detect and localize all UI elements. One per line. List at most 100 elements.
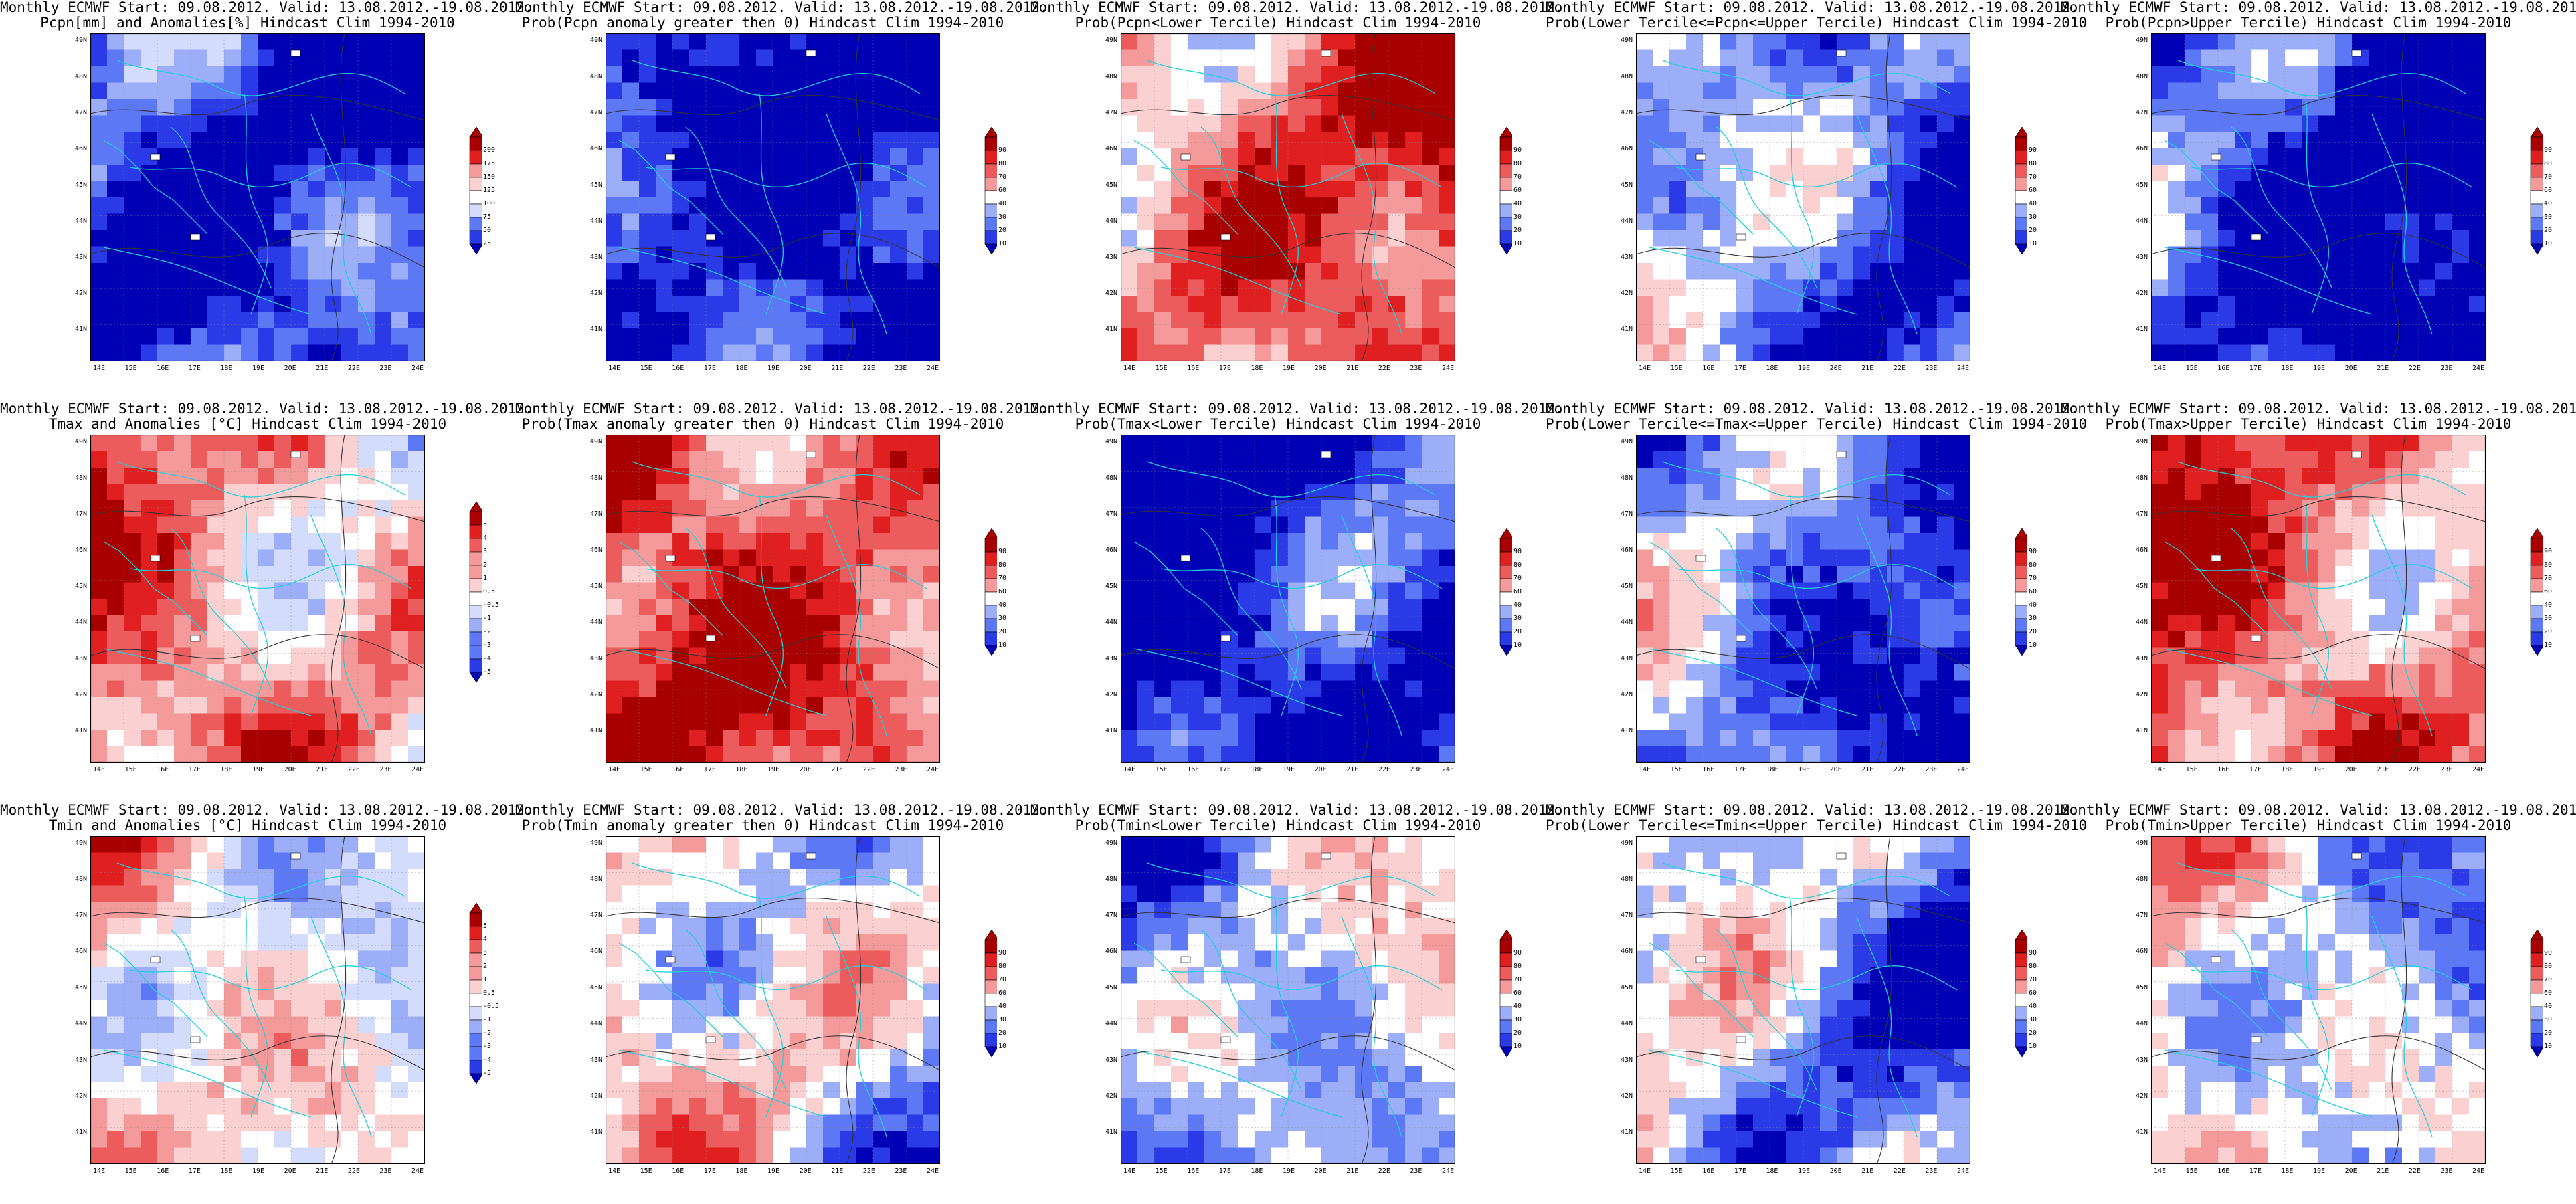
- color-bar-tick-label: 75: [483, 213, 492, 221]
- panel-title: Monthly ECMWF Start: 09.08.2012. Valid: …: [515, 401, 1048, 432]
- color-bar-tick-label: 3: [483, 949, 488, 957]
- color-bar-tick-label: 20: [1513, 227, 1522, 234]
- color-bar-tick-label: 70: [998, 976, 1007, 983]
- x-tick-label: 24E: [1442, 365, 1455, 372]
- y-tick-label: 49N: [589, 839, 602, 847]
- color-bar: [1499, 528, 1512, 656]
- y-tick-label: 44N: [1620, 619, 1633, 626]
- y-tick-label: 42N: [74, 1092, 87, 1100]
- y-tick-label: 49N: [589, 438, 602, 445]
- y-tick-label: 46N: [1620, 546, 1633, 554]
- panel-title-line2: Prob(Tmin>Upper Tercile) Hindcast Clim 1…: [2105, 817, 2512, 833]
- color-bar-tick-label: 10: [2544, 240, 2553, 247]
- color-bar-tick-label: 60: [2029, 588, 2037, 595]
- color-bar-tick-label: 40: [2544, 601, 2553, 609]
- y-tick-label: 41N: [1620, 1128, 1633, 1136]
- color-bar-tick-label: 40: [998, 601, 1007, 609]
- panel-title-line1: Monthly ECMWF Start: 09.08.2012. Valid: …: [0, 802, 533, 818]
- x-tick-label: 18E: [1251, 766, 1263, 773]
- x-tick-label: 20E: [1829, 1167, 1842, 1175]
- color-bar-tick-label: 80: [2029, 963, 2037, 970]
- map-panel: Monthly ECMWF Start: 09.08.2012. Valid: …: [2061, 803, 2576, 1204]
- color-bar: [984, 930, 997, 1058]
- panel-title-line1: Monthly ECMWF Start: 09.08.2012. Valid: …: [1030, 401, 1564, 417]
- color-bar-tick-label: 10: [1513, 240, 1522, 247]
- color-bar: [469, 903, 482, 1084]
- x-tick-label: 22E: [2408, 365, 2421, 372]
- x-tick-label: 15E: [1155, 365, 1168, 372]
- panel-title-line1: Monthly ECMWF Start: 09.08.2012. Valid: …: [1030, 0, 1564, 15]
- color-bar-tick-label: 80: [2029, 160, 2037, 167]
- color-bar-tick-label: 80: [1513, 963, 1522, 970]
- x-tick-label: 18E: [1251, 365, 1263, 372]
- y-tick-label: 44N: [1620, 217, 1633, 225]
- y-tick-label: 47N: [2135, 109, 2148, 116]
- y-tick-label: 42N: [1105, 290, 1117, 297]
- y-tick-label: 44N: [1105, 1020, 1117, 1027]
- color-bar-tick-label: 70: [2544, 173, 2553, 181]
- forecast-map: [1636, 33, 1970, 361]
- y-tick-label: 44N: [1620, 1020, 1633, 1027]
- x-tick-label: 17E: [188, 365, 201, 372]
- y-tick-label: 48N: [74, 73, 87, 80]
- y-tick-label: 46N: [589, 145, 602, 153]
- x-tick-label: 22E: [1378, 1167, 1390, 1175]
- panel-title-line1: Monthly ECMWF Start: 09.08.2012. Valid: …: [515, 802, 1048, 818]
- x-tick-label: 18E: [2281, 766, 2294, 773]
- panel-title-line2: Tmax and Anomalies [°C] Hindcast Clim 19…: [48, 416, 447, 432]
- y-tick-label: 49N: [1620, 839, 1633, 847]
- y-tick-label: 43N: [1105, 254, 1117, 261]
- color-bar-tick-label: 80: [998, 963, 1007, 970]
- color-bar-tick-label: -3: [483, 1043, 492, 1050]
- x-tick-label: 14E: [608, 766, 621, 773]
- y-tick-label: 49N: [1105, 438, 1117, 445]
- x-tick-label: 17E: [703, 766, 716, 773]
- color-bar-tick-label: 20: [998, 227, 1007, 234]
- color-bar-tick-label: 80: [2544, 561, 2553, 569]
- y-tick-label: 44N: [2135, 619, 2148, 626]
- map-panel: Monthly ECMWF Start: 09.08.2012. Valid: …: [515, 802, 1048, 1204]
- y-tick-label: 45N: [74, 181, 87, 189]
- y-tick-label: 46N: [2135, 546, 2148, 554]
- y-tick-label: 41N: [74, 727, 87, 734]
- y-tick-label: 41N: [2135, 727, 2148, 734]
- color-bar-tick-label: 30: [1513, 213, 1522, 221]
- y-tick-label: 43N: [1620, 655, 1633, 662]
- x-tick-label: 15E: [124, 365, 137, 372]
- x-tick-label: 20E: [1829, 766, 1842, 773]
- x-tick-label: 18E: [2281, 365, 2294, 372]
- x-tick-label: 19E: [1798, 365, 1811, 372]
- panel-title-line2: Prob(Pcpn>Upper Tercile) Hindcast Clim 1…: [2105, 15, 2512, 31]
- color-bar-tick-label: -3: [483, 641, 492, 649]
- color-bar: [469, 127, 482, 255]
- color-bar-tick-label: 80: [2029, 561, 2037, 569]
- color-bar-tick-label: 10: [2029, 240, 2037, 247]
- x-tick-label: 21E: [831, 766, 844, 773]
- map-panel: Monthly ECMWF Start: 09.08.2012. Valid: …: [1030, 803, 1564, 1204]
- y-tick-label: 41N: [589, 727, 602, 734]
- color-bar-tick-label: -2: [483, 628, 492, 635]
- color-bar-tick-label: 4: [483, 534, 488, 542]
- x-tick-label: 15E: [640, 766, 652, 773]
- y-tick-label: 45N: [2135, 583, 2148, 590]
- x-tick-label: 16E: [157, 365, 169, 372]
- y-tick-label: 47N: [589, 912, 602, 919]
- x-tick-label: 24E: [1442, 766, 1455, 773]
- y-tick-label: 47N: [1105, 912, 1117, 919]
- panel-title-line2: Prob(Pcpn<Lower Tercile) Hindcast Clim 1…: [1075, 15, 1481, 31]
- color-bar-tick-label: 60: [2544, 989, 2553, 997]
- color-bar-tick-label: 20: [1513, 1029, 1522, 1037]
- panel-title-line1: Monthly ECMWF Start: 09.08.2012. Valid: …: [2061, 401, 2576, 417]
- x-tick-label: 23E: [1410, 1167, 1422, 1175]
- x-tick-label: 16E: [672, 766, 684, 773]
- x-tick-label: 23E: [2440, 365, 2453, 372]
- x-tick-label: 20E: [284, 1167, 296, 1175]
- y-tick-label: 44N: [74, 1020, 87, 1027]
- color-bar-tick-label: 175: [483, 160, 496, 167]
- panel-title: Monthly ECMWF Start: 09.08.2012. Valid: …: [1546, 0, 2087, 31]
- color-bar-tick-label: 40: [1513, 200, 1522, 207]
- color-bar-tick-label: 90: [998, 146, 1007, 154]
- forecast-map: [1636, 435, 1970, 763]
- x-tick-label: 15E: [1155, 1167, 1168, 1175]
- color-bar: [1499, 930, 1512, 1058]
